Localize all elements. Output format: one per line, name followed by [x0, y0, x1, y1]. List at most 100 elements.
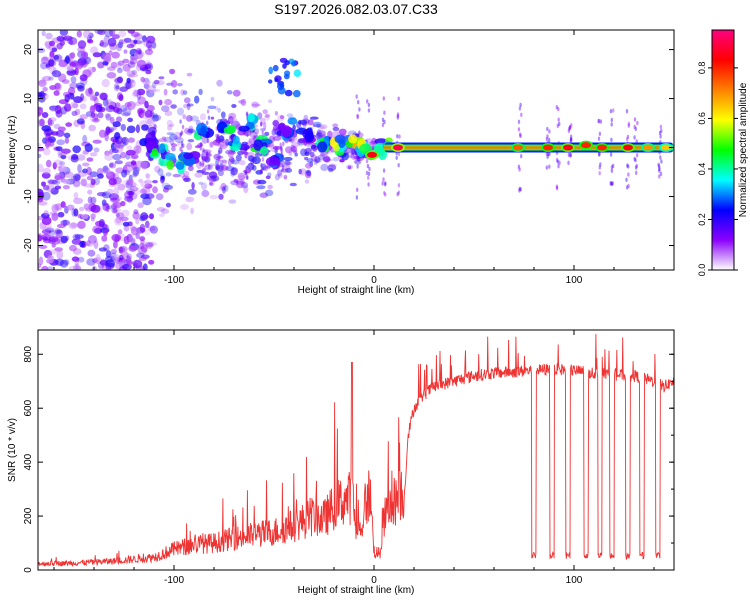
spectrogram-blob	[47, 254, 54, 264]
spectrogram-blob	[309, 151, 315, 158]
spectrogram-blob	[520, 112, 523, 118]
spectrogram-blob	[72, 145, 81, 154]
spectrogram-blob	[201, 162, 204, 168]
spectrogram-blob	[633, 124, 636, 130]
spectrogram-blob	[109, 116, 115, 124]
spectrogram-blob	[134, 101, 142, 107]
spectrogram-blob	[104, 113, 111, 119]
spectrogram-blob	[54, 247, 63, 252]
spectrogram-blob	[233, 178, 239, 183]
spectrogram-blob	[271, 128, 277, 136]
spectrogram-blob	[40, 62, 48, 70]
spectrogram-blob	[277, 82, 285, 91]
spectrogram-blob	[520, 154, 523, 159]
spectrogram-blob	[149, 213, 154, 220]
spectrogram-blob	[140, 212, 149, 221]
hot-spot	[623, 144, 633, 151]
spectrogram-blob	[132, 166, 140, 175]
spectrogram-blob	[59, 30, 69, 36]
spectrogram-blob	[261, 130, 264, 135]
spectrogram-blob	[568, 126, 571, 131]
spectrogram-blob	[365, 158, 369, 164]
spectrogram-blob	[127, 117, 133, 123]
spectrogram-blob	[546, 126, 549, 132]
spectrogram-blob	[304, 179, 310, 184]
spectrogram-blob	[87, 196, 93, 204]
spectrogram-blob	[182, 143, 185, 148]
spectrogram-blob	[128, 245, 138, 252]
spectrogram-blob	[151, 88, 161, 93]
spectrogram-blob	[79, 240, 85, 248]
spectrogram-blob	[90, 196, 97, 205]
spectrogram-blob	[281, 167, 284, 172]
spectrogram-blob	[238, 160, 246, 166]
spectrogram-blob	[80, 51, 89, 59]
spectrogram-blob	[598, 151, 601, 156]
spectrogram-blob	[315, 158, 322, 163]
spectrogram-blob	[265, 156, 280, 167]
spectrogram-blob	[201, 153, 204, 159]
spectrogram-blob	[122, 136, 129, 146]
spectrogram-blob	[320, 130, 327, 138]
spectrogram-blob	[356, 113, 359, 119]
spectrogram-blob	[152, 114, 160, 122]
spectrogram-blob	[265, 175, 271, 180]
spectrogram-y-tick-label: 0	[23, 144, 34, 150]
spectrogram-blob	[63, 103, 72, 112]
spectrogram-blob	[548, 137, 551, 143]
colorbar-tick-label: 0.2	[697, 213, 707, 226]
spectrogram-blob	[210, 96, 215, 102]
spectrogram-blob	[367, 175, 370, 180]
spectrogram-blob	[41, 216, 52, 225]
spectrogram-blob	[120, 200, 126, 207]
spectrogram-blob	[57, 149, 63, 158]
spectrogram-blob	[117, 183, 126, 191]
spectrogram-blob	[625, 109, 629, 114]
spectrogram-blob	[89, 152, 98, 157]
spectrogram-blob	[101, 235, 108, 242]
spectrogram-blob	[170, 104, 177, 109]
spectrogram-blob	[76, 118, 85, 125]
snr-y-tick-label: 0	[23, 567, 34, 573]
spectrogram-blob	[198, 88, 203, 96]
spectrogram-blob	[101, 53, 111, 62]
spectrogram-blob	[120, 123, 127, 132]
snr-y-tick-label: 400	[23, 453, 34, 470]
spectrogram-blob	[42, 86, 48, 92]
spectrogram-blob	[113, 240, 118, 249]
spectrogram-blob	[517, 127, 521, 132]
spectrogram-blob	[117, 60, 125, 66]
spectrogram-blob	[57, 126, 66, 132]
spectrogram-blob	[305, 147, 312, 153]
spectrogram-blob	[367, 108, 371, 113]
spectrogram-blob	[626, 134, 630, 140]
spectrogram-blob	[64, 94, 70, 103]
spectrogram-blob	[169, 68, 176, 75]
spectrogram-blob	[82, 168, 88, 174]
spectrogram-blob	[96, 192, 107, 197]
colorbar: 0.0 0.2 0.4 0.6 0.8 Normalized spectral ampl…	[697, 29, 749, 276]
spectrogram-blob	[382, 96, 385, 101]
spectrogram-blob	[94, 30, 104, 35]
spectrogram-blob	[107, 37, 117, 47]
spectrogram-blob	[183, 170, 190, 178]
spectrogram-blob	[634, 165, 638, 170]
spectrogram-blob	[68, 222, 78, 230]
spectrogram-blob	[223, 126, 236, 135]
spectrogram-blob	[222, 186, 226, 194]
spectrogram-blob	[658, 174, 661, 179]
spectrogram-blob	[283, 156, 293, 162]
spectrogram-blob	[207, 105, 217, 110]
spectrogram-blob	[138, 178, 143, 183]
spectrogram-blob	[272, 146, 282, 150]
spectrogram-blob	[58, 61, 68, 68]
spectrogram-blob	[89, 112, 94, 122]
spectrogram-blob	[598, 118, 601, 124]
spectrogram-blob	[70, 222, 78, 228]
spectrogram-blob	[189, 115, 199, 122]
spectrogram-blob	[161, 182, 171, 190]
spectrogram-blob	[128, 73, 138, 78]
spectrogram-blob	[175, 161, 185, 170]
spectrogram-blob	[636, 153, 639, 158]
spectrogram-blob	[177, 140, 181, 147]
